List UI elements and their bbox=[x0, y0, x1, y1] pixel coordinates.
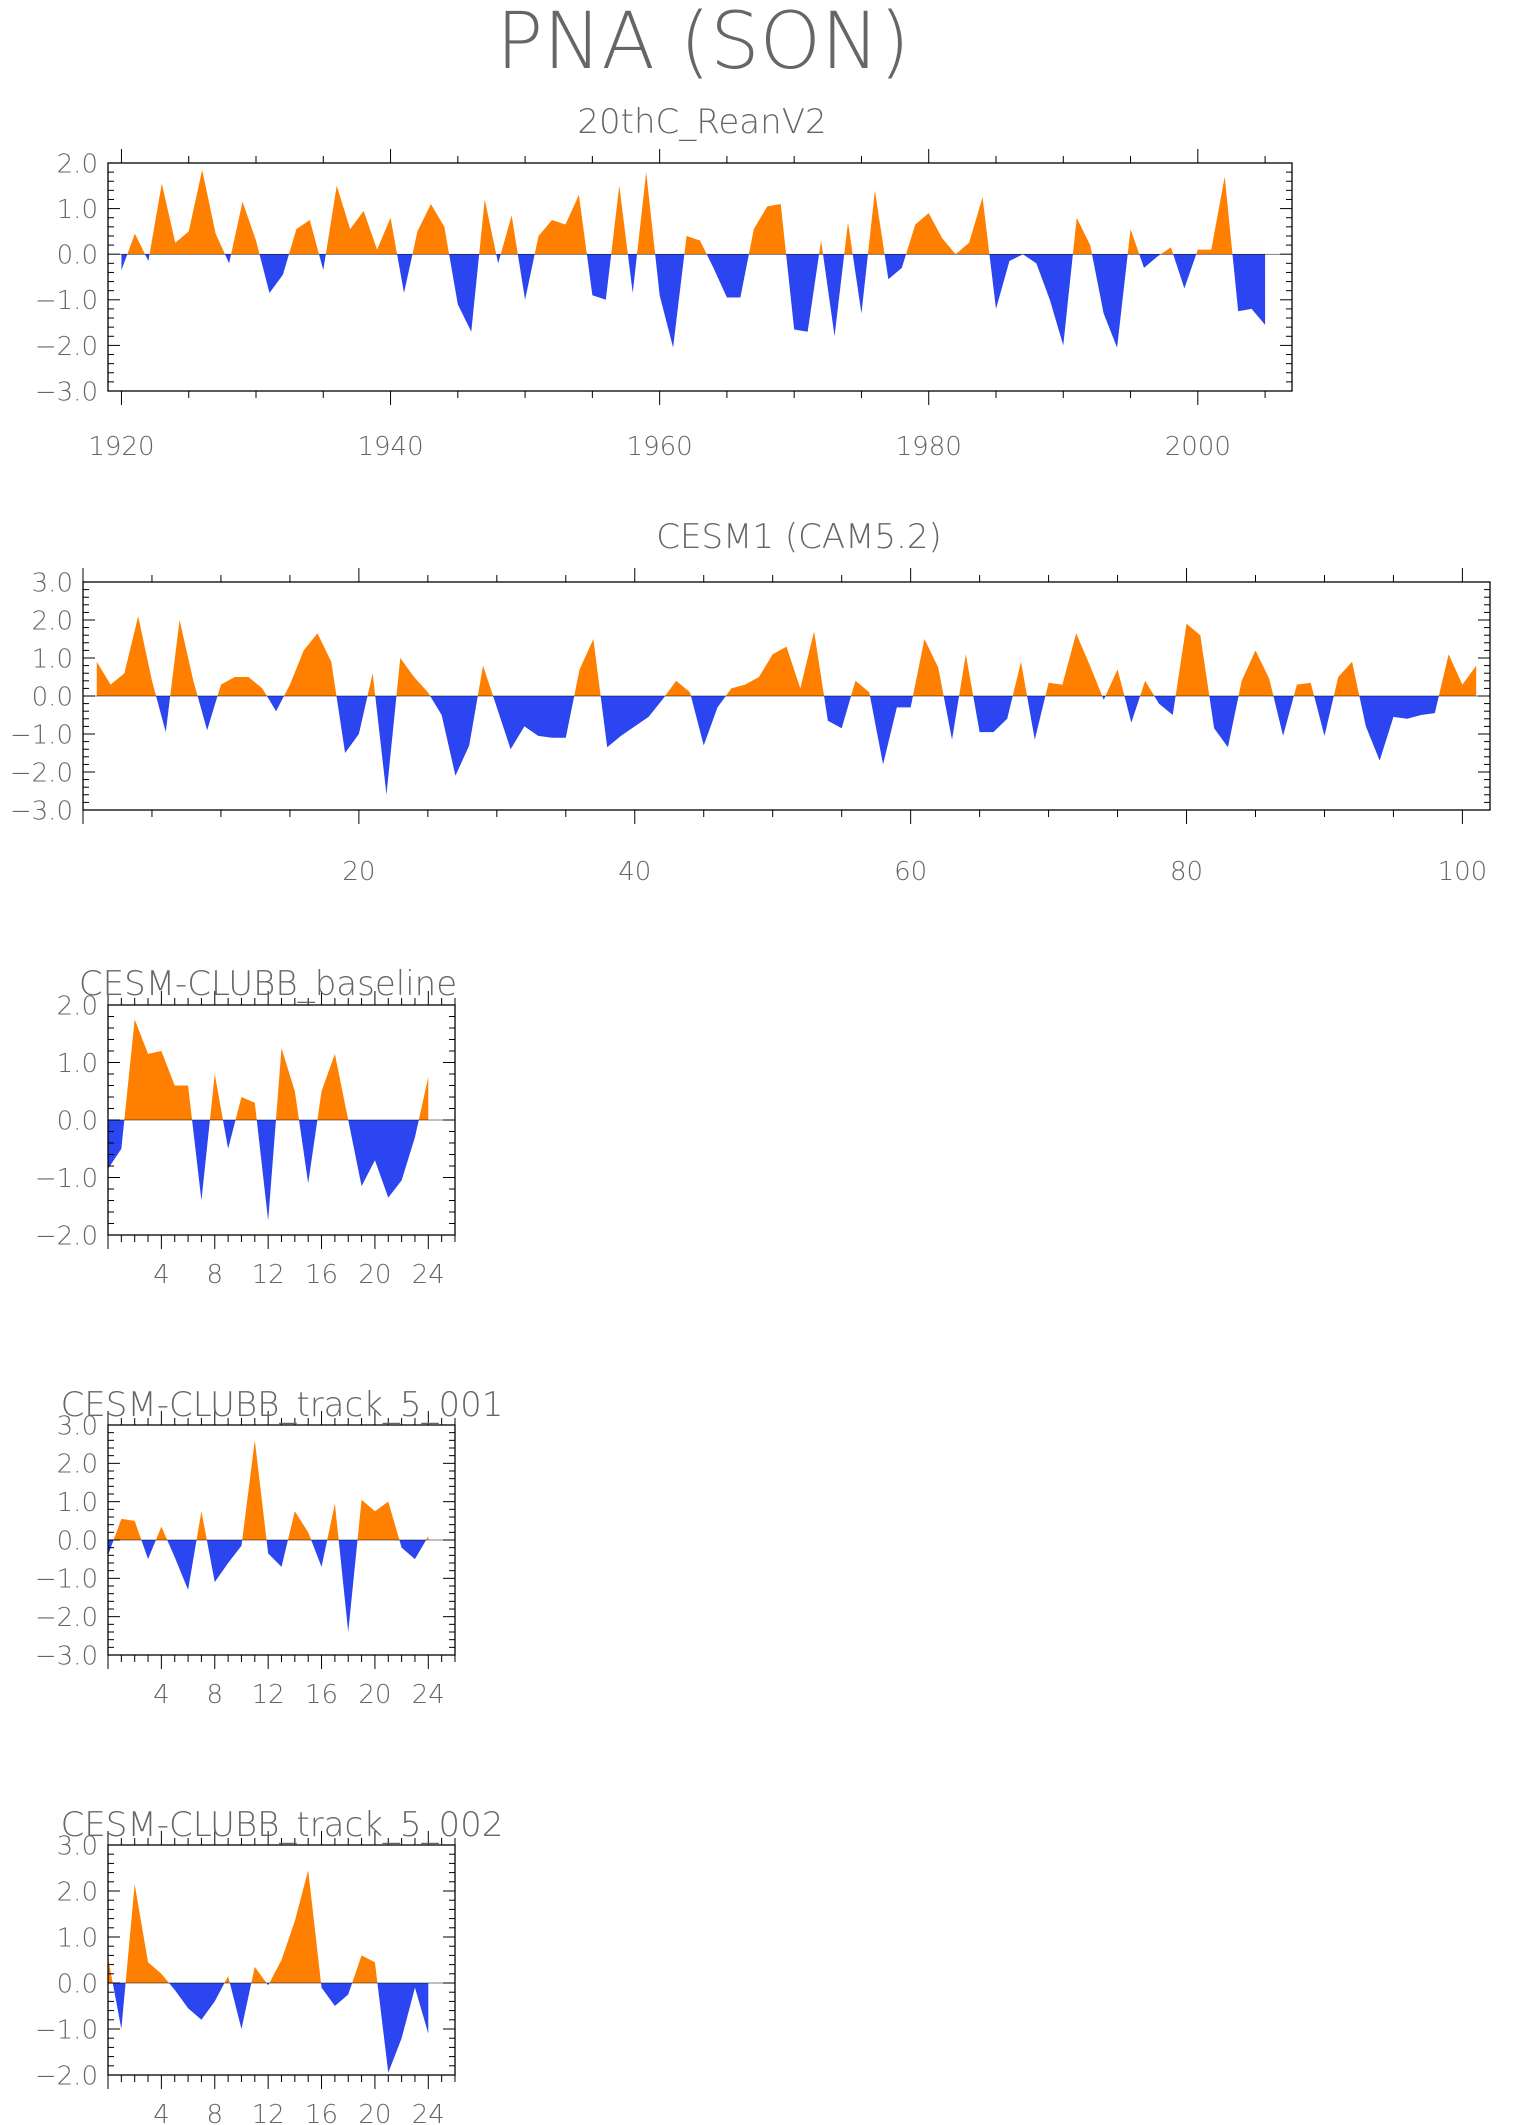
negative-area bbox=[108, 1983, 429, 2073]
y-tick-label: −2.0 bbox=[10, 758, 73, 788]
chart-panel-5: 3.0 2.0 1.0 0.0 −1.0 −2.0 4 8 12 16 20 24 CESM-CLUBB… bbox=[35, 1805, 504, 2125]
chart-title: CESM-CLUBB_track_5_002 bbox=[61, 1805, 504, 1845]
x-tick-label: 12 bbox=[252, 1260, 285, 1290]
negative-area bbox=[108, 1120, 429, 1221]
positive-area bbox=[108, 1440, 429, 1540]
chart-title: 20thC_ReanV2 bbox=[577, 102, 826, 142]
x-tick-label: 16 bbox=[305, 1680, 338, 1710]
y-tick-label: −2.0 bbox=[35, 1603, 98, 1633]
y-tick-label: 2.0 bbox=[57, 1877, 98, 1907]
y-tick-label: −3.0 bbox=[10, 796, 73, 826]
y-tick-label: −2.0 bbox=[35, 332, 98, 362]
x-tick-label: 1960 bbox=[627, 432, 693, 462]
y-tick-label: 1.0 bbox=[32, 644, 73, 674]
x-tick-label: 12 bbox=[252, 2100, 285, 2125]
y-tick-label: −1.0 bbox=[35, 286, 98, 316]
x-tick-label: 1940 bbox=[357, 432, 423, 462]
x-tick-label: 4 bbox=[153, 1680, 170, 1710]
x-tick-label: 24 bbox=[412, 1260, 445, 1290]
positive-area bbox=[108, 1019, 429, 1120]
positive-area bbox=[96, 616, 1477, 696]
x-tick-label: 4 bbox=[153, 2100, 170, 2125]
y-tick-label: 0.0 bbox=[57, 1969, 98, 1999]
y-tick-label: 3.0 bbox=[32, 568, 73, 598]
x-tick-label: 1920 bbox=[88, 432, 154, 462]
y-tick-label: 1.0 bbox=[57, 1923, 98, 1953]
x-tick-label: 20 bbox=[358, 1260, 391, 1290]
y-tick-label: 2.0 bbox=[57, 1450, 98, 1480]
y-tick-label: 0.0 bbox=[57, 241, 98, 271]
y-tick-label: −1.0 bbox=[10, 720, 73, 750]
x-tick-label: 40 bbox=[618, 857, 651, 887]
positive-area bbox=[127, 169, 1233, 255]
x-tick-label: 12 bbox=[252, 1680, 285, 1710]
y-tick-label: 2.0 bbox=[57, 991, 98, 1021]
negative-area bbox=[96, 696, 1477, 795]
chart-panel-1: 2.0 1.0 0.0 −1.0 −2.0 −3.0 1920 1940 1960 1980 200… bbox=[35, 102, 1293, 462]
y-tick-label: 1.0 bbox=[57, 195, 98, 225]
x-tick-label: 20 bbox=[342, 857, 375, 887]
y-tick-label: 0.0 bbox=[57, 1106, 98, 1136]
page-title: PNA (SON) bbox=[496, 0, 910, 87]
y-tick-label: 1.0 bbox=[57, 1488, 98, 1518]
x-tick-label: 16 bbox=[305, 1260, 338, 1290]
y-tick-label: −1.0 bbox=[35, 1164, 98, 1194]
chart-panel-2: 3.0 2.0 1.0 0.0 −1.0 −2.0 −3.0 20 40 60 80 100 CESM1… bbox=[10, 517, 1491, 887]
y-tick-label: 2.0 bbox=[32, 606, 73, 636]
x-tick-label: 8 bbox=[206, 1680, 223, 1710]
chart-title: CESM-CLUBB_track_5_001 bbox=[61, 1385, 504, 1425]
chart-panel-4: 3.0 2.0 1.0 0.0 −1.0 −2.0 −3.0 4 8 12 16 20 24 CESM-C… bbox=[35, 1385, 504, 1710]
x-tick-label: 60 bbox=[894, 857, 927, 887]
y-tick-label: −2.0 bbox=[35, 1221, 98, 1251]
chart-panel-3: 2.0 1.0 0.0 −1.0 −2.0 4 8 12 16 20 24 CESM-CLUBB_ba… bbox=[35, 964, 457, 1290]
y-tick-label: 2.0 bbox=[57, 149, 98, 179]
x-tick-label: 4 bbox=[153, 1260, 170, 1290]
y-tick-label: −3.0 bbox=[35, 377, 98, 407]
y-tick-label: 1.0 bbox=[57, 1049, 98, 1079]
negative-area bbox=[108, 1540, 429, 1632]
x-tick-label: 2000 bbox=[1165, 432, 1231, 462]
x-tick-label: 1980 bbox=[896, 432, 962, 462]
positive-area bbox=[108, 1870, 429, 1983]
y-tick-label: −1.0 bbox=[35, 2015, 98, 2045]
x-tick-label: 20 bbox=[358, 2100, 391, 2125]
y-tick-label: −2.0 bbox=[35, 2061, 98, 2091]
chart-title: CESM1 (CAM5.2) bbox=[656, 517, 942, 557]
plot-frame bbox=[107, 162, 1293, 392]
x-tick-label: 100 bbox=[1438, 857, 1488, 887]
x-tick-label: 80 bbox=[1170, 857, 1203, 887]
x-tick-label: 24 bbox=[412, 1680, 445, 1710]
x-tick-label: 8 bbox=[206, 1260, 223, 1290]
chart-title: CESM-CLUBB_baseline bbox=[79, 964, 457, 1004]
x-tick-label: 20 bbox=[358, 1680, 391, 1710]
y-tick-label: −3.0 bbox=[35, 1641, 98, 1671]
y-tick-label: 0.0 bbox=[57, 1526, 98, 1556]
x-tick-label: 8 bbox=[206, 2100, 223, 2125]
y-tick-label: 3.0 bbox=[57, 1411, 98, 1441]
y-tick-label: −1.0 bbox=[35, 1565, 98, 1595]
y-tick-label: 0.0 bbox=[32, 682, 73, 712]
x-tick-label: 16 bbox=[305, 2100, 338, 2125]
negative-area bbox=[121, 254, 1266, 348]
x-tick-label: 24 bbox=[412, 2100, 445, 2125]
y-tick-label: 3.0 bbox=[57, 1831, 98, 1861]
